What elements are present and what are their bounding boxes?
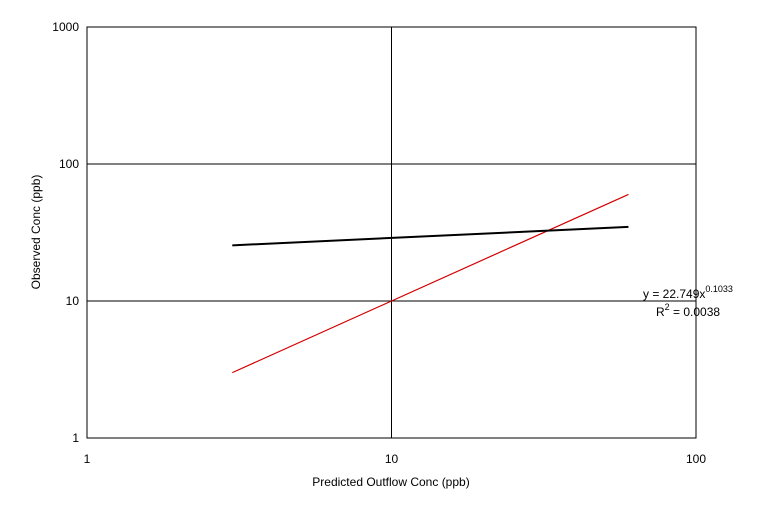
y-tick-label: 1000 [52,20,79,34]
trend-equation: y = 22.749x0.1033 [643,284,733,301]
r-squared-sup: 2 [665,302,670,312]
y-tick-label: 100 [59,157,79,171]
r-squared-value: = 0.0038 [670,305,721,319]
x-axis-title: Predicted Outflow Conc (ppb) [312,475,469,489]
x-tick-label: 1 [84,452,91,466]
trend-equation-base: y = 22.749x [643,287,705,301]
x-tick-label: 10 [385,452,399,466]
r-squared-r: R [656,305,665,319]
tick-labels: 1 10 100 1 10 100 1000 [52,20,706,466]
y-axis-title: Observed Conc (ppb) [29,175,43,290]
trend-equation-exponent: 0.1033 [705,284,733,294]
y-tick-label: 10 [66,294,80,308]
power-trendline [232,225,629,247]
one-to-one-line [232,193,629,374]
fit-lines [232,193,629,374]
r-squared-label: R2 = 0.0038 [656,302,720,319]
y-tick-label: 1 [72,431,79,445]
x-tick-label: 100 [686,452,706,466]
